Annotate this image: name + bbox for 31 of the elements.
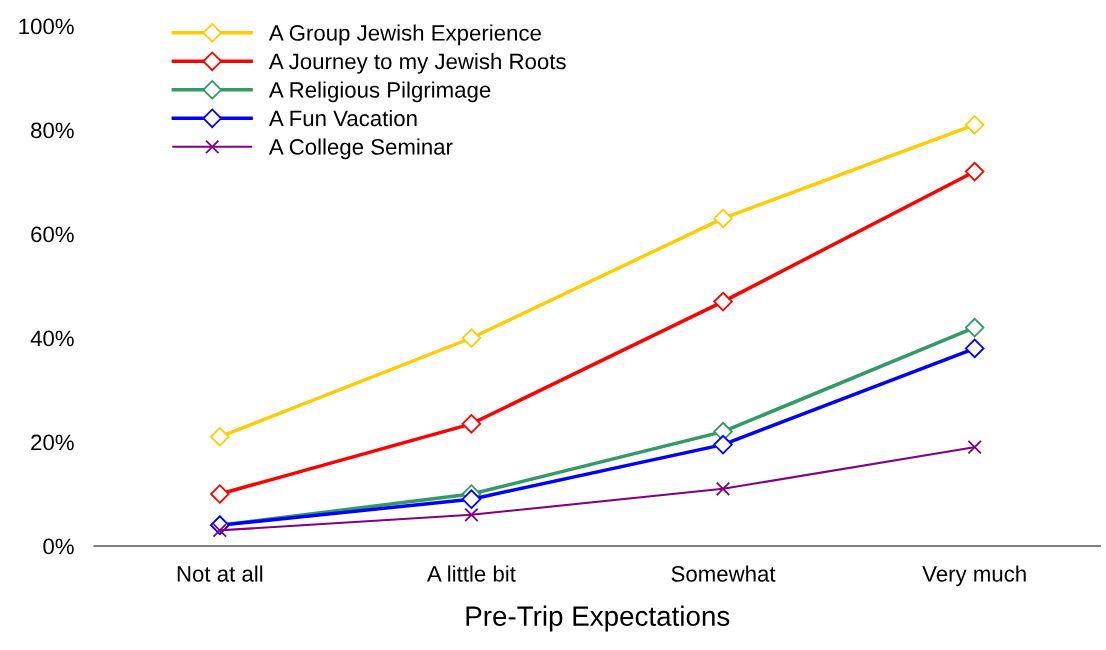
x-tick-label: Somewhat [671,565,776,582]
point [713,434,733,455]
y-tick-label: 0% [43,538,74,555]
point [964,115,985,135]
legend-label: A Religious Pilgrimage [268,81,491,103]
point [461,328,482,348]
y-tick-label: 60% [31,226,74,243]
point [964,161,985,182]
point [461,414,482,434]
point [461,489,482,509]
y-tick-label: 20% [31,434,74,451]
x-axis-title: Pre-Trip Expectations [466,605,730,632]
legend-label: A Group Jewish Experience [268,24,541,46]
point [967,440,982,455]
point [210,484,230,504]
x-tick-label: Very much [922,565,1026,587]
x-tick-label: A little bit [427,565,516,582]
point [713,291,733,312]
legend-label: A Journey to my Jewish Roots [268,52,566,74]
y-tick-label: 80% [31,122,74,139]
point [964,317,985,338]
point [964,338,985,359]
legend-label: A Fun Vacation [268,109,417,127]
point [715,481,731,496]
point [210,427,230,447]
point [713,208,733,229]
point [464,507,479,522]
y-tick-label: 100% [19,18,74,35]
legend-label: A College Seminar [268,138,453,160]
y-tick-label: 40% [30,330,74,347]
x-tick-label: Not at all [177,565,263,582]
